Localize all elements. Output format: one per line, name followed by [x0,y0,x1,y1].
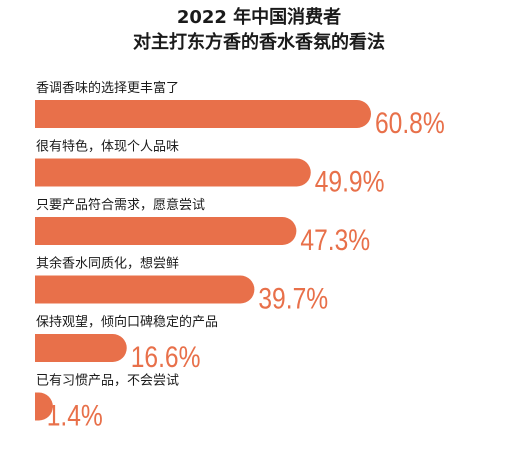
data-label: 60.8% [375,106,445,140]
bar [35,334,127,362]
data-label: 16.6% [131,340,201,374]
category-label: 保持观望，倾向口碑稳定的产品 [36,314,218,330]
bar [35,100,371,128]
bar [35,392,53,421]
data-label: 39.7% [258,281,328,315]
category-label: 只要产品符合需求，愿意尝试 [36,197,205,213]
bar [35,158,311,187]
category-label: 很有特色，体现个人品味 [36,139,179,155]
bar [35,217,297,245]
chart-title: 2022 年中国消费者 [176,7,342,28]
data-label: 47.3% [300,223,370,257]
category-label: 已有习惯产品，不会尝试 [36,373,179,389]
category-label: 其余香水同质化，想尝鲜 [36,256,179,272]
data-label: 49.9% [315,164,385,198]
bar [35,275,255,304]
data-label: 1.4% [47,398,103,432]
category-label: 香调香味的选择更丰富了 [36,80,179,96]
chart-subtitle: 对主打东方香的香水香氛的看法 [133,32,385,53]
